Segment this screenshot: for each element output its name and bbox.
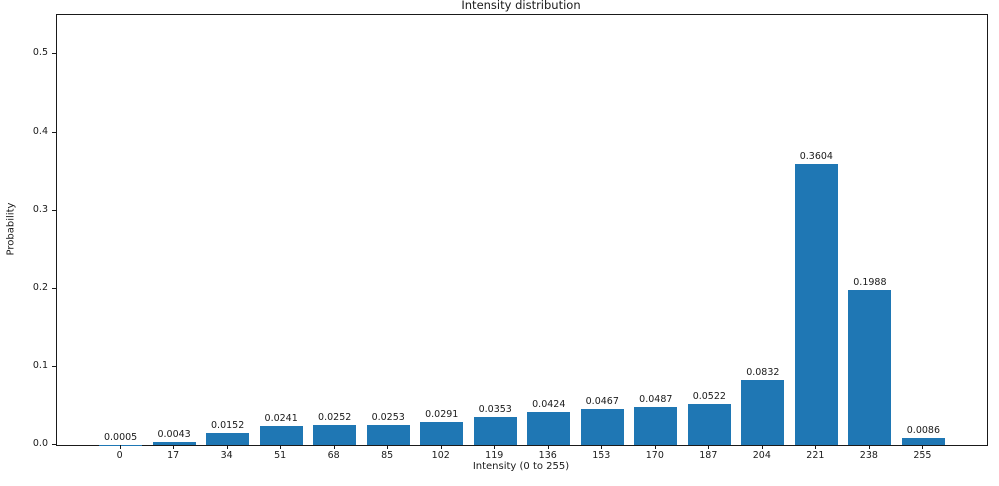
bar xyxy=(580,408,624,445)
bar-value-label: 0.3604 xyxy=(799,150,833,162)
x-tick-mark xyxy=(815,445,817,449)
x-tick-label: 221 xyxy=(806,450,825,461)
x-tick-mark xyxy=(119,445,121,449)
bar-value-label: 0.1988 xyxy=(853,276,887,288)
x-tick-label: 34 xyxy=(220,450,233,461)
bar-value-label: 0.0043 xyxy=(157,428,191,440)
bar-value-label: 0.0252 xyxy=(318,412,352,424)
y-tick-label: 0.1 xyxy=(32,359,48,371)
bar xyxy=(527,411,571,445)
y-tick-mark xyxy=(52,444,56,445)
x-tick-mark xyxy=(761,445,763,449)
bar-value-label: 0.0005 xyxy=(103,431,138,443)
bar xyxy=(634,406,678,445)
bar xyxy=(687,404,731,445)
bar xyxy=(206,433,250,445)
bar-value-label: 0.0467 xyxy=(585,395,619,407)
bar xyxy=(313,425,357,445)
x-tick-label: 255 xyxy=(913,450,932,461)
y-tick-mark xyxy=(52,209,56,211)
x-tick-label: 153 xyxy=(592,450,611,461)
x-tick-mark xyxy=(547,445,549,449)
y-tick-label: 0.2 xyxy=(32,281,48,293)
x-tick-label: 85 xyxy=(381,450,394,461)
bar-value-label: 0.0253 xyxy=(371,412,405,424)
x-tick-mark xyxy=(494,445,496,449)
x-tick-mark xyxy=(708,445,710,449)
bar-value-label: 0.0353 xyxy=(478,404,512,416)
bar xyxy=(901,438,945,445)
plot-area: 0.0005 0.0043 0.0152 0.0241 0.0252 0.0253 0.02… xyxy=(56,14,988,446)
x-tick-label: 102 xyxy=(431,450,450,461)
x-tick-label: 51 xyxy=(274,450,287,461)
bar-value-label: 0.0241 xyxy=(264,413,298,425)
x-tick-mark xyxy=(226,445,228,449)
x-tick-mark xyxy=(440,445,442,449)
y-tick-mark xyxy=(52,53,56,55)
bar-value-label: 0.0424 xyxy=(532,398,566,410)
y-tick-label: 0.5 xyxy=(32,47,48,59)
y-tick-label: 0.0 xyxy=(32,438,48,449)
bar xyxy=(794,163,838,445)
y-tick-mark xyxy=(52,287,56,289)
x-axis-label: Intensity (0 to 255) xyxy=(472,461,570,472)
x-tick-label: 119 xyxy=(485,450,504,461)
x-tick-label: 238 xyxy=(859,450,878,461)
bar xyxy=(741,380,785,445)
bar-value-label: 0.0152 xyxy=(211,420,245,432)
bar-value-label: 0.0086 xyxy=(906,425,941,437)
bar-value-label: 0.0487 xyxy=(639,393,673,405)
x-tick-label: 204 xyxy=(752,450,771,461)
y-tick-mark xyxy=(52,131,56,133)
x-tick-mark xyxy=(387,445,389,449)
x-tick-mark xyxy=(654,445,656,449)
y-tick-mark xyxy=(52,365,56,367)
bar-value-label: 0.0291 xyxy=(425,409,459,421)
chart-title: Intensity distribution xyxy=(461,0,581,12)
y-tick-label: 0.3 xyxy=(32,203,48,215)
x-tick-mark xyxy=(922,445,924,449)
x-tick-label: 68 xyxy=(327,450,340,461)
x-tick-label: 170 xyxy=(645,450,664,461)
bar-value-label: 0.0522 xyxy=(692,391,726,403)
x-tick-mark xyxy=(601,445,603,449)
x-tick-label: 136 xyxy=(538,450,557,461)
bar-value-label: 0.0832 xyxy=(746,367,780,379)
x-tick-mark xyxy=(173,445,175,449)
bar xyxy=(420,422,464,445)
bar xyxy=(366,425,410,445)
bar xyxy=(259,426,303,445)
bar xyxy=(152,441,196,445)
y-tick-label: 0.4 xyxy=(32,125,48,137)
x-tick-label: 17 xyxy=(167,450,180,461)
x-tick-mark xyxy=(333,445,335,449)
bar xyxy=(848,289,892,445)
x-tick-label: 187 xyxy=(699,450,718,461)
x-tick-label: 0 xyxy=(116,450,123,461)
x-tick-mark xyxy=(868,445,870,449)
x-tick-mark xyxy=(280,445,282,449)
bar xyxy=(473,417,517,445)
